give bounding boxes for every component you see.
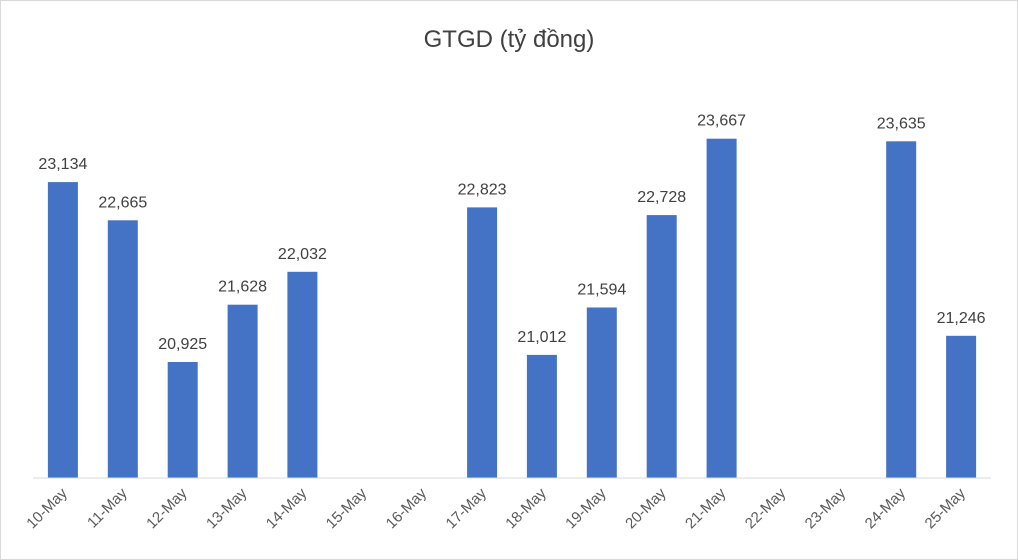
x-tick-17-May: 17-May <box>443 484 491 532</box>
data-label-12-May: 20,925 <box>158 336 207 353</box>
x-tick-13-May: 13-May <box>203 484 251 532</box>
x-tick-21-May: 21-May <box>682 484 730 532</box>
x-tick-25-May: 25-May <box>922 484 970 532</box>
x-tick-14-May: 14-May <box>263 484 311 532</box>
x-tick-15-May: 15-May <box>323 484 371 532</box>
data-label-10-May: 23,134 <box>38 156 87 173</box>
data-label-19-May: 21,594 <box>577 282 626 299</box>
x-tick-20-May: 20-May <box>622 484 670 532</box>
data-labels-group: 23,134 22,665 20,925 21,628 22,032 22,823 21,0… <box>38 113 985 353</box>
bar-17-May <box>467 207 498 478</box>
bar-25-May <box>946 335 977 478</box>
bars-group <box>47 138 977 479</box>
data-label-21-May: 23,667 <box>697 113 746 130</box>
x-tick-16-May: 16-May <box>383 484 431 532</box>
data-label-25-May: 21,246 <box>937 310 986 327</box>
bar-13-May <box>227 304 258 478</box>
chart-title: GTGD (tỷ đồng) <box>424 26 595 53</box>
bar-11-May <box>107 220 138 479</box>
bar-20-May <box>646 215 677 478</box>
x-tick-19-May: 19-May <box>562 484 610 532</box>
data-label-17-May: 22,823 <box>458 181 507 198</box>
bar-10-May <box>47 182 78 478</box>
x-tick-24-May: 24-May <box>862 484 910 532</box>
x-tick-23-May: 23-May <box>802 484 850 532</box>
bar-18-May <box>526 354 557 478</box>
x-tick-18-May: 18-May <box>502 484 550 532</box>
x-tick-labels-group: 10-May 11-May 12-May 13-May 14-May 15-May 16-M… <box>23 484 969 532</box>
bar-12-May <box>167 362 198 478</box>
data-label-20-May: 22,728 <box>637 189 686 206</box>
bar-14-May <box>287 271 318 478</box>
x-tick-10-May: 10-May <box>23 484 71 532</box>
bar-21-May <box>706 138 737 478</box>
x-tick-11-May: 11-May <box>84 484 131 531</box>
data-label-18-May: 21,012 <box>517 329 566 346</box>
data-label-13-May: 21,628 <box>218 279 267 296</box>
data-label-11-May: 22,665 <box>98 194 147 211</box>
data-label-24-May: 23,635 <box>877 115 926 132</box>
x-tick-22-May: 22-May <box>742 484 790 532</box>
data-label-14-May: 22,032 <box>278 246 327 263</box>
bar-19-May <box>586 307 617 478</box>
x-tick-12-May: 12-May <box>143 484 191 532</box>
bar-24-May <box>886 141 917 479</box>
